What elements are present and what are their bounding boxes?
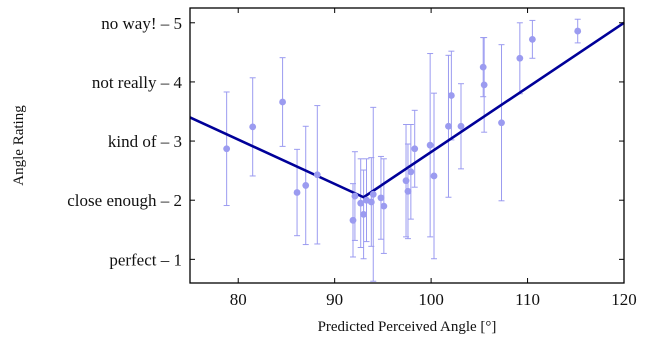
y-tick-label: close enough – 2 xyxy=(67,191,182,210)
data-point xyxy=(402,177,410,185)
y-tick-label: kind of – 3 xyxy=(108,132,182,151)
plot-frame xyxy=(189,7,625,284)
x-axis-ticks: 80 90 100 110 120 xyxy=(230,8,637,309)
data-point xyxy=(574,27,582,35)
data-point xyxy=(404,187,412,195)
data-point xyxy=(367,198,375,206)
data-point xyxy=(293,189,301,196)
data-point xyxy=(223,145,231,153)
data-point xyxy=(249,123,257,131)
data-point xyxy=(313,171,321,179)
data-point xyxy=(360,210,367,218)
y-tick-label: no way! – 5 xyxy=(101,14,182,33)
data-point xyxy=(411,145,419,153)
y-tick-label: not really – 4 xyxy=(92,73,183,92)
data-point xyxy=(426,141,434,149)
data-point xyxy=(528,35,536,43)
x-tick-label: 90 xyxy=(326,290,343,309)
data-point xyxy=(447,92,455,99)
data-point xyxy=(380,202,388,210)
x-tick-label: 120 xyxy=(611,290,637,309)
y-axis-ticks: perfect – 1 close enough – 2 kind of – 3 no… xyxy=(67,14,624,269)
data-point xyxy=(479,63,487,71)
data-point xyxy=(357,199,365,207)
data-point xyxy=(369,190,377,198)
data-point xyxy=(349,216,357,224)
fit-line-layer xyxy=(189,21,625,199)
fit-line xyxy=(189,21,625,199)
data-point xyxy=(279,98,286,106)
data-point xyxy=(407,168,415,176)
x-tick-label: 80 xyxy=(230,290,247,309)
y-axis-label: Angle Rating xyxy=(11,105,27,186)
y-tick-label: perfect – 1 xyxy=(109,250,182,269)
x-tick-label: 110 xyxy=(515,290,540,309)
data-point xyxy=(498,119,505,127)
x-axis-label: Predicted Perceived Angle [°] xyxy=(318,319,497,335)
data-point xyxy=(302,182,310,189)
x-tick-label: 100 xyxy=(418,290,444,309)
data-point xyxy=(480,81,488,89)
data-point xyxy=(351,192,359,200)
points-layer xyxy=(223,27,582,224)
data-point xyxy=(430,172,438,180)
data-point xyxy=(377,194,385,202)
data-point xyxy=(445,122,452,130)
data-point xyxy=(516,54,524,62)
error-bars-layer xyxy=(223,18,581,282)
data-point xyxy=(457,122,465,130)
